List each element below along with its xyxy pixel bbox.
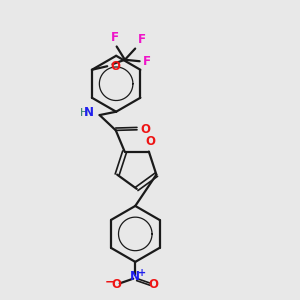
Text: O: O [110, 60, 120, 73]
Text: F: F [111, 31, 119, 44]
Text: N: N [84, 106, 94, 119]
Text: +: + [138, 268, 146, 278]
Text: O: O [149, 278, 159, 291]
Text: F: F [142, 55, 151, 68]
Text: −: − [105, 275, 115, 288]
Text: F: F [138, 33, 146, 46]
Text: O: O [112, 278, 122, 291]
Text: H: H [80, 108, 88, 118]
Text: N: N [130, 270, 140, 283]
Text: O: O [140, 123, 151, 136]
Text: O: O [145, 135, 155, 148]
